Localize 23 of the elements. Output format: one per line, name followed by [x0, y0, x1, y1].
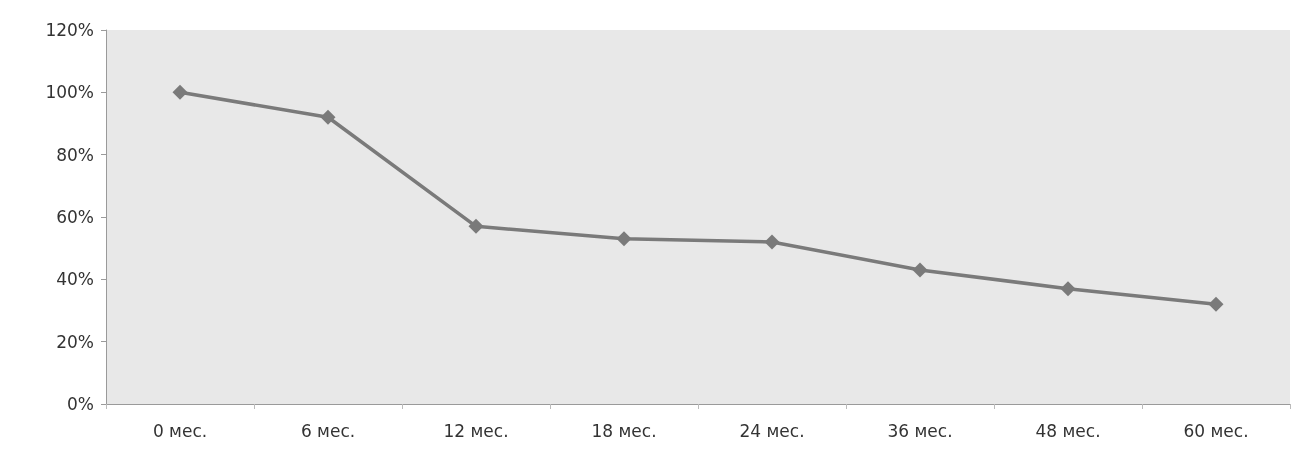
x-tick-label: 18 мес. [591, 420, 657, 441]
y-tick-label: 80% [56, 144, 94, 165]
point [1060, 281, 1076, 297]
point [172, 84, 188, 100]
y-tick-label: 120% [45, 20, 94, 40]
y-tick-label: 20% [56, 331, 94, 352]
x-tick-label: 12 мес. [443, 420, 509, 441]
point [912, 262, 928, 278]
x-tick-label: 60 мес. [1183, 420, 1249, 441]
y-tick-label: 100% [45, 82, 94, 103]
x-tick-label: 6 мес. [300, 420, 356, 441]
point [616, 231, 632, 247]
point [764, 234, 780, 250]
point [320, 109, 336, 125]
point [1208, 296, 1224, 312]
y-tick-label: 0% [67, 394, 94, 414]
y-tick-label: 40% [56, 269, 94, 290]
x-tick-label: 0 мес. [152, 420, 208, 441]
point [468, 218, 484, 234]
x-tick-label: 48 мес. [1035, 420, 1101, 441]
y-tick-label: 60% [56, 207, 94, 227]
x-tick-label: 24 мес. [739, 420, 805, 441]
x-tick-label: 36 мес. [887, 420, 953, 441]
